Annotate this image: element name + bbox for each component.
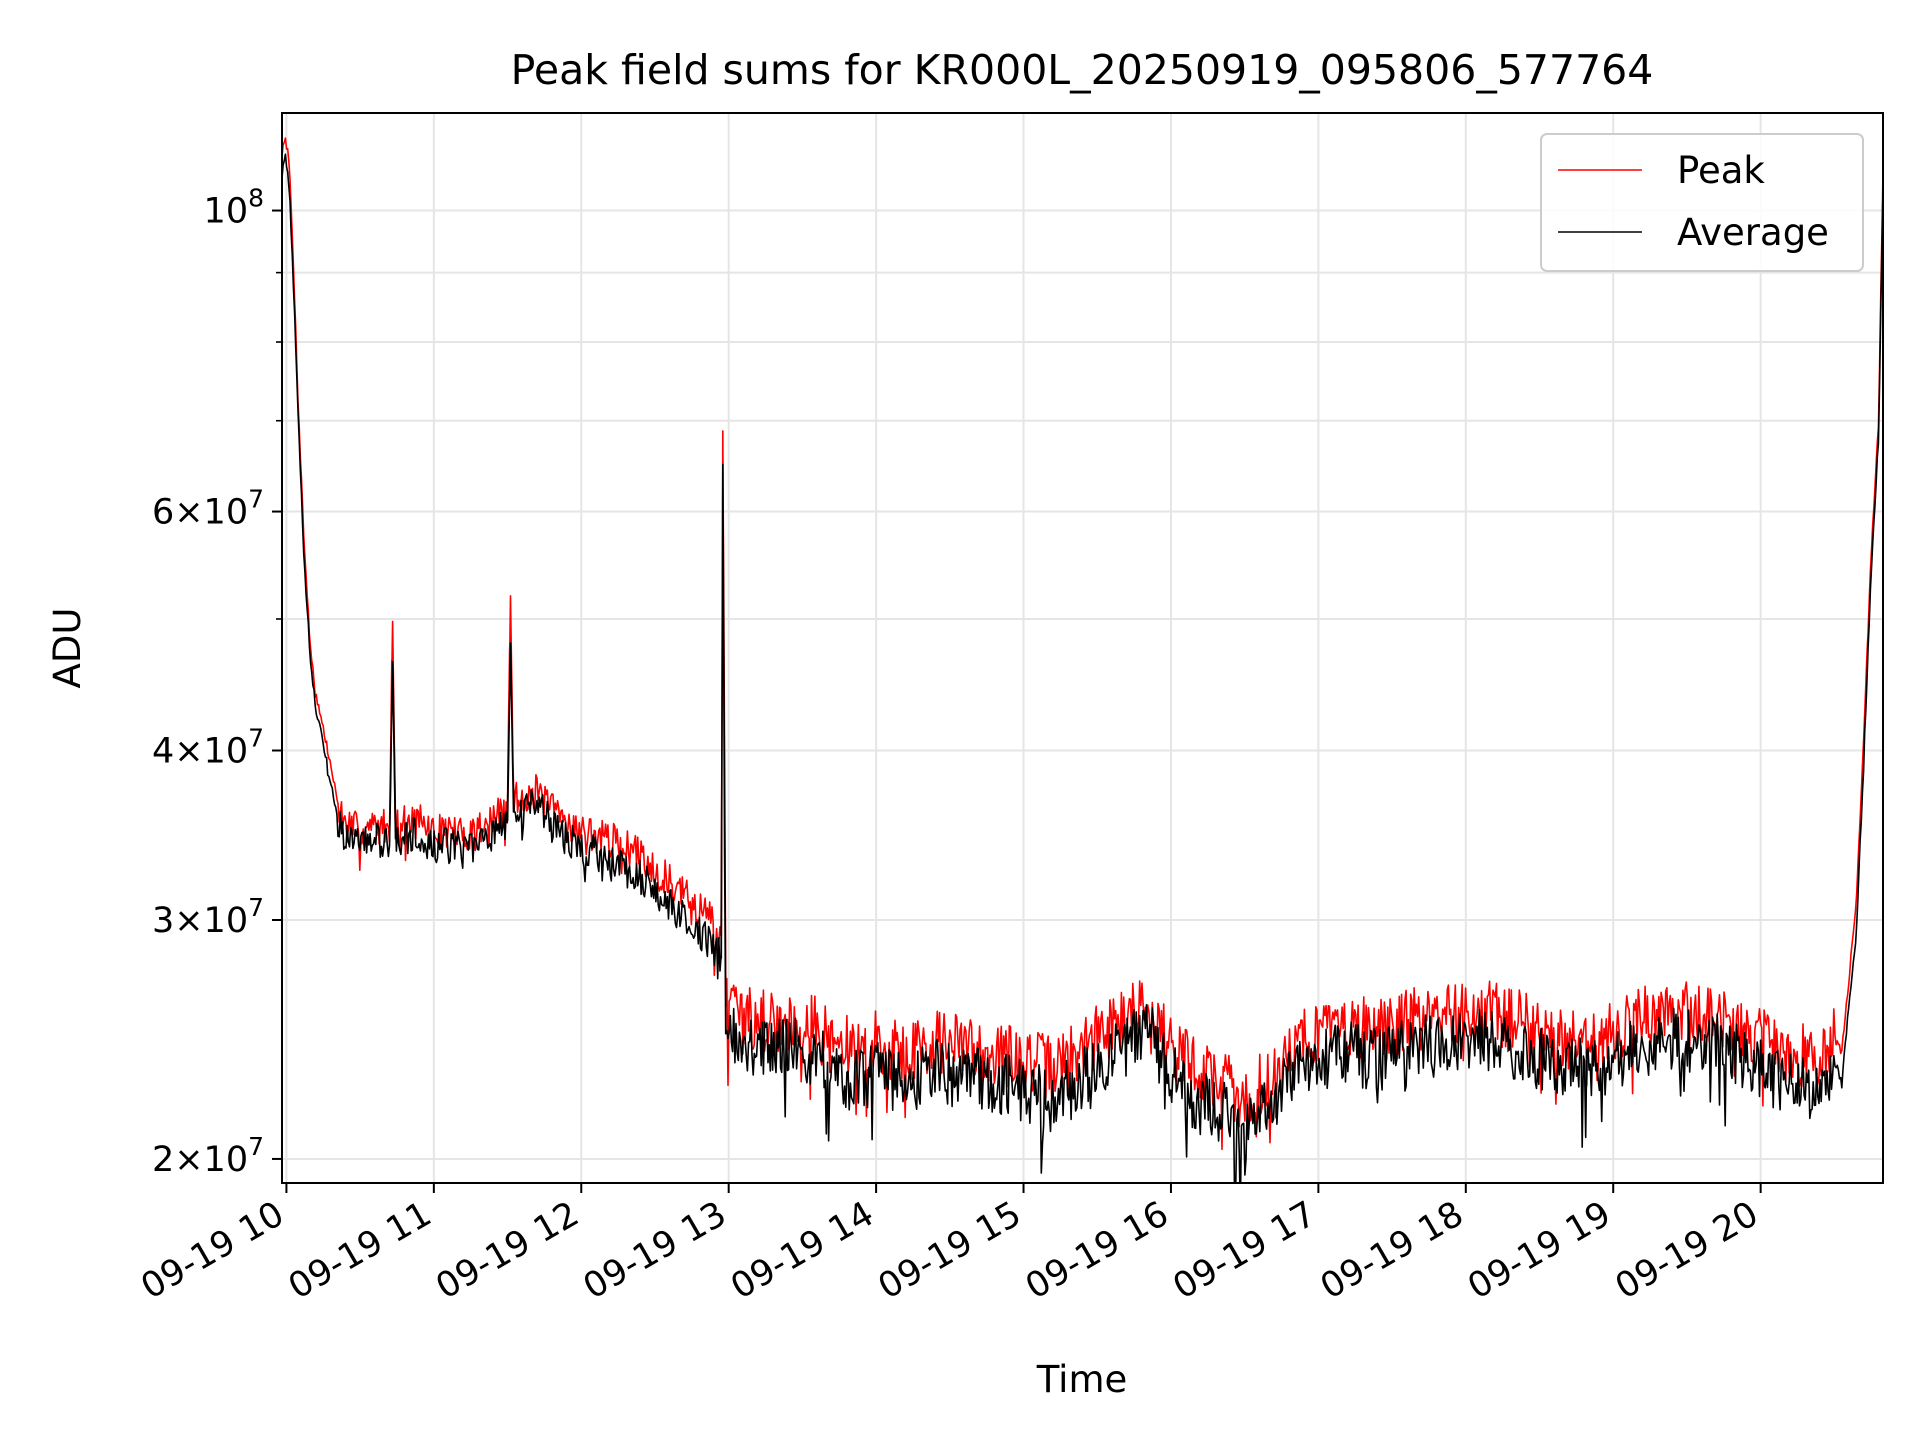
y-tick-label: 6×107 [152, 485, 264, 533]
chart-title: Peak field sums for KR000L_20250919_0958… [511, 46, 1654, 94]
legend-box [1540, 133, 1864, 272]
plot-area-frame [281, 112, 1884, 1184]
y-tick-label: 4×107 [152, 723, 264, 771]
legend: Peak Average [1540, 133, 1864, 272]
y-tick-label: 108 [204, 184, 264, 232]
y-axis-label: ADU [46, 608, 89, 689]
legend-label-average: Average [1677, 211, 1829, 254]
y-tick-label: 2×107 [152, 1132, 264, 1180]
legend-label-peak: Peak [1677, 149, 1765, 192]
x-axis-label: Time [1036, 1358, 1128, 1401]
series-group [282, 137, 1883, 1183]
series-line-peak [282, 137, 1883, 1151]
grid [282, 113, 1883, 1183]
y-tick-label: 3×107 [152, 893, 264, 941]
series-line-average [282, 153, 1883, 1183]
